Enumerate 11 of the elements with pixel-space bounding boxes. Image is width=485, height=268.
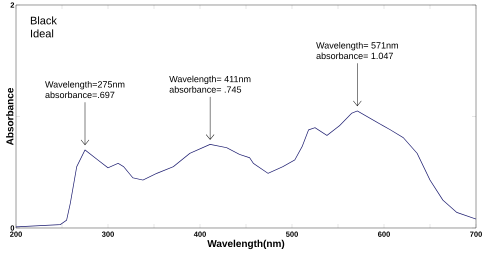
- text: Black: [30, 16, 57, 24]
- y-axis-title: Absorbance: [6, 88, 14, 146]
- annotation: absorbance= 1.047: [316, 52, 393, 60]
- line-series: [16, 110, 476, 228]
- annotation: Wavelength=275nm: [45, 80, 124, 90]
- text: Ideal: [31, 29, 54, 38]
- annotation: Wavelength= 571nm: [316, 42, 398, 50]
- annotation: Wavelength= 411nm: [169, 76, 250, 84]
- x-axis-title: Wavelength(nm): [207, 240, 284, 250]
- annotation: absorbance=.697: [45, 91, 114, 98]
- annotation: absorbance= .745: [170, 86, 242, 93]
